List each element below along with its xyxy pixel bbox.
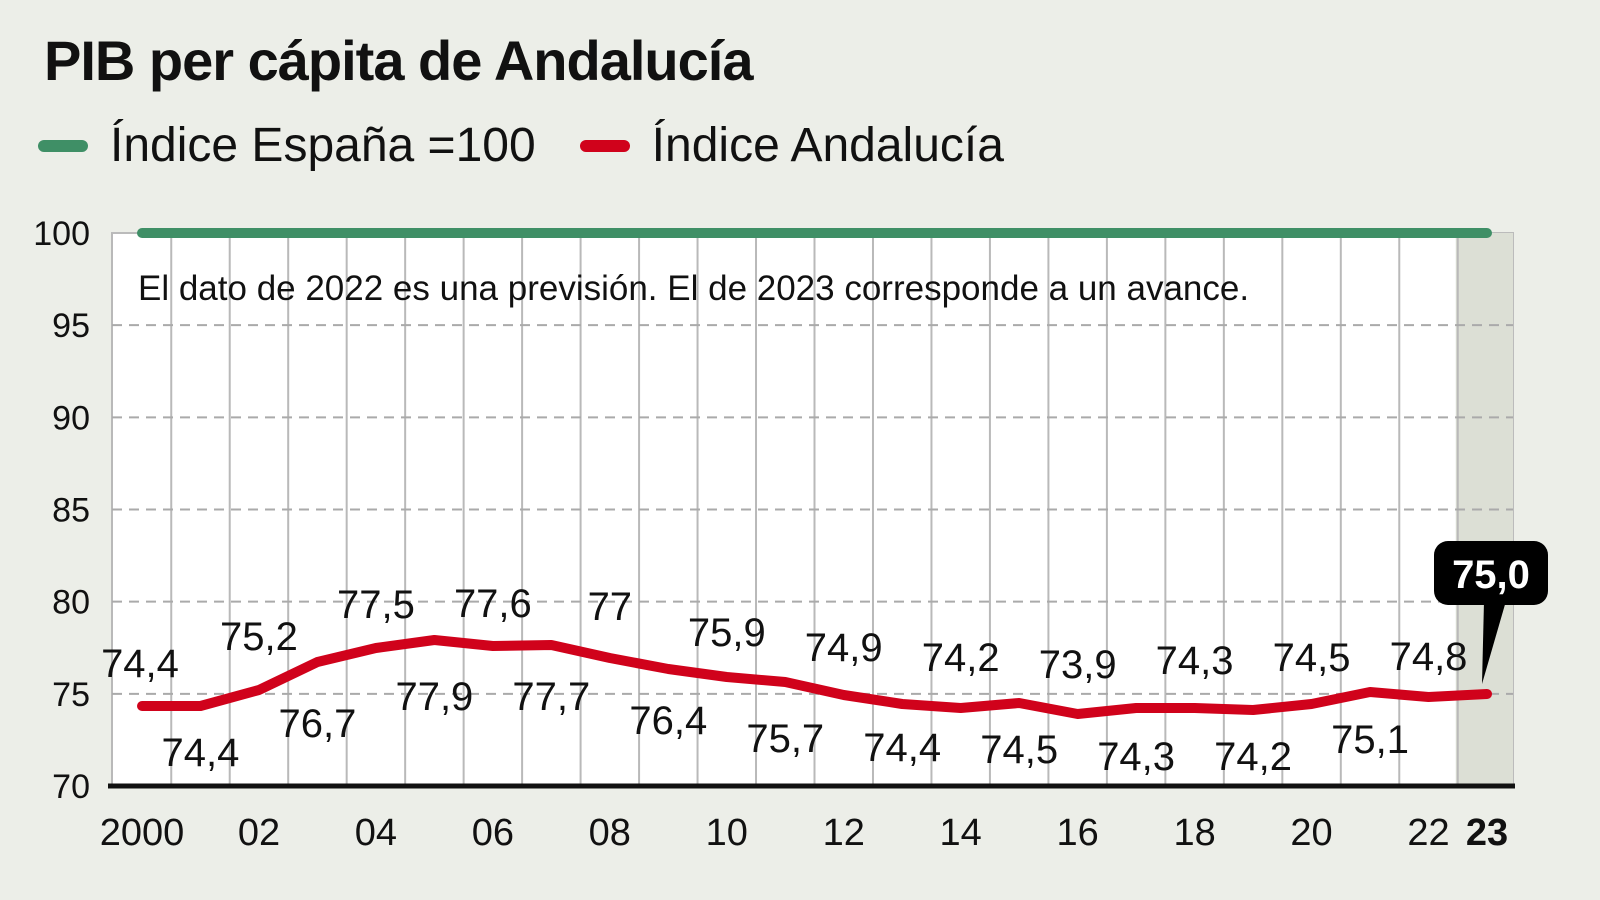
data-label: 77,9	[395, 675, 473, 719]
x-tick-label: 14	[940, 812, 982, 854]
data-label: 74,2	[1214, 735, 1292, 779]
data-label: 74,8	[1390, 635, 1468, 679]
y-tick-label: 95	[52, 307, 90, 345]
x-tick-label: 04	[355, 812, 397, 854]
chart-note: El dato de 2022 es una previsión. El de …	[138, 269, 1249, 308]
data-label: 74,5	[1273, 636, 1351, 680]
legend-swatch-green-icon	[38, 139, 88, 152]
x-tick-label: 23	[1466, 812, 1508, 854]
x-tick-label: 02	[238, 812, 280, 854]
legend-item-spain: Índice España =100	[38, 118, 536, 173]
x-tick-label: 22	[1407, 812, 1449, 854]
y-tick-label: 75	[52, 676, 90, 714]
data-label: 77,7	[512, 675, 590, 719]
y-tick-label: 80	[52, 584, 90, 622]
legend-label: Índice España =100	[110, 119, 536, 172]
data-label: 74,3	[1097, 735, 1175, 779]
legend-label: Índice Andalucía	[651, 119, 1004, 172]
data-label: 75,2	[220, 615, 298, 659]
data-label: 73,9	[1039, 643, 1117, 687]
data-label: 75,7	[746, 717, 824, 761]
data-label: 74,9	[805, 626, 883, 670]
data-label: 74,4	[162, 731, 240, 775]
x-tick-label: 08	[589, 812, 631, 854]
x-tick-label: 16	[1057, 812, 1099, 854]
data-label: 74,4	[101, 642, 179, 686]
series-line-andalucia	[137, 635, 1492, 719]
data-label: 74,4	[863, 726, 941, 770]
data-label: 75,1	[1331, 718, 1409, 762]
callout-2023: 75,0	[1434, 541, 1548, 684]
data-label: 77,6	[454, 582, 532, 626]
legend-swatch-red-icon	[579, 139, 630, 152]
y-tick-label: 70	[52, 768, 90, 806]
data-label: 77	[588, 585, 633, 629]
x-tick-label: 2000	[100, 812, 185, 854]
data-label: 77,5	[337, 583, 415, 627]
callout-value: 75,0	[1452, 553, 1530, 597]
data-label: 76,7	[279, 702, 357, 746]
legend-item-andalucia: Índice Andalucía	[579, 118, 1004, 173]
data-label: 74,2	[922, 636, 1000, 680]
x-tick-label: 12	[823, 812, 865, 854]
chart-title: PIB per cápita de Andalucía	[44, 29, 753, 92]
data-label: 74,5	[980, 728, 1058, 772]
legend: Índice España =100 Índice Andalucía	[38, 118, 1048, 173]
x-tick-label: 10	[706, 812, 748, 854]
data-label: 76,4	[629, 699, 707, 743]
x-tick-label: 06	[472, 812, 514, 854]
y-tick-label: 85	[52, 492, 90, 530]
x-tick-label: 18	[1173, 812, 1215, 854]
data-label: 74,3	[1156, 639, 1234, 683]
x-tick-label: 20	[1290, 812, 1332, 854]
data-label: 75,9	[688, 611, 766, 655]
y-tick-label: 90	[52, 399, 90, 437]
y-tick-label: 100	[33, 215, 90, 253]
